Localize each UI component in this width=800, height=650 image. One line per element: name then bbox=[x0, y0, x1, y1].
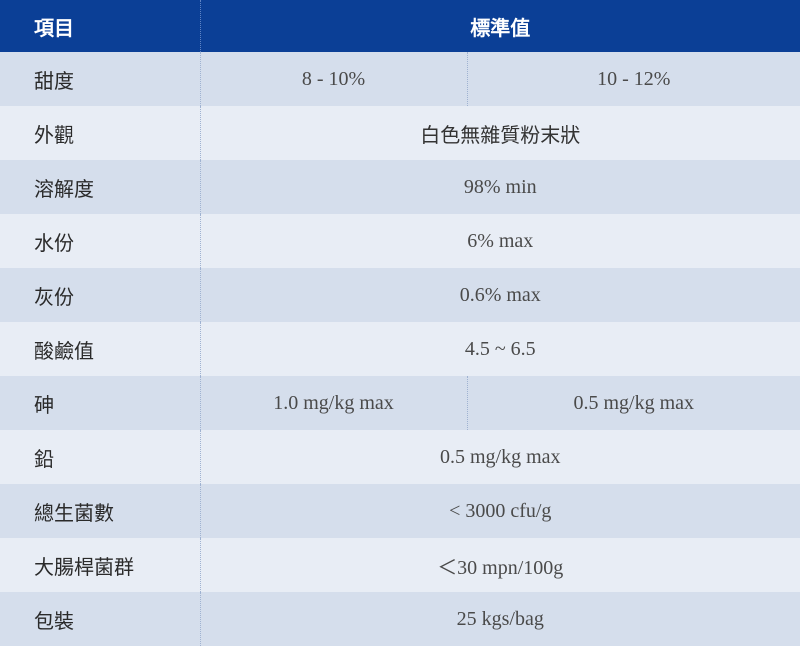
row-value-left: 8 - 10% bbox=[200, 52, 468, 106]
row-label-appearance: 外觀 bbox=[0, 106, 201, 160]
row-value-right: 10 - 12% bbox=[467, 52, 800, 106]
table-row: 鉛 0.5 mg/kg max bbox=[0, 430, 800, 484]
table-row: 包裝 25 kgs/bag bbox=[0, 592, 800, 646]
table-row: 總生菌數 < 3000 cfu/g bbox=[0, 484, 800, 538]
row-value: 6% max bbox=[200, 214, 800, 268]
row-value: 白色無雜質粉末狀 bbox=[200, 106, 800, 160]
row-value: 25 kgs/bag bbox=[200, 592, 800, 646]
row-label-coliform: 大腸桿菌群 bbox=[0, 538, 201, 592]
table-row: 外觀 白色無雜質粉末狀 bbox=[0, 106, 800, 160]
row-label-sweetness: 甜度 bbox=[0, 52, 201, 106]
table-row: 砷 1.0 mg/kg max 0.5 mg/kg max bbox=[0, 376, 800, 430]
row-value-left: 1.0 mg/kg max bbox=[200, 376, 468, 430]
table-row: 灰份 0.6% max bbox=[0, 268, 800, 322]
table-row: 酸鹼值 4.5 ~ 6.5 bbox=[0, 322, 800, 376]
table-row: 甜度 8 - 10% 10 - 12% bbox=[0, 52, 800, 106]
row-label-arsenic: 砷 bbox=[0, 376, 201, 430]
row-label-lead: 鉛 bbox=[0, 430, 201, 484]
row-label-packaging: 包裝 bbox=[0, 592, 201, 646]
row-value: 0.5 mg/kg max bbox=[200, 430, 800, 484]
table-row: 溶解度 98% min bbox=[0, 160, 800, 214]
row-value: 98% min bbox=[200, 160, 800, 214]
row-value-right: 0.5 mg/kg max bbox=[467, 376, 800, 430]
table-row: 大腸桿菌群 ＜30 mpn/100g bbox=[0, 538, 800, 592]
header-item: 項目 bbox=[0, 0, 201, 52]
table-row: 水份 6% max bbox=[0, 214, 800, 268]
row-label-solubility: 溶解度 bbox=[0, 160, 201, 214]
row-label-moisture: 水份 bbox=[0, 214, 201, 268]
row-label-ph: 酸鹼值 bbox=[0, 322, 201, 376]
row-value: ＜30 mpn/100g bbox=[200, 538, 800, 592]
header-row: 項目 標準值 bbox=[0, 0, 800, 52]
row-value: 4.5 ~ 6.5 bbox=[200, 322, 800, 376]
row-value: 0.6% max bbox=[200, 268, 800, 322]
row-value: < 3000 cfu/g bbox=[200, 484, 800, 538]
row-label-total-plate-count: 總生菌數 bbox=[0, 484, 201, 538]
row-label-ash: 灰份 bbox=[0, 268, 201, 322]
header-standard: 標準值 bbox=[200, 0, 800, 52]
